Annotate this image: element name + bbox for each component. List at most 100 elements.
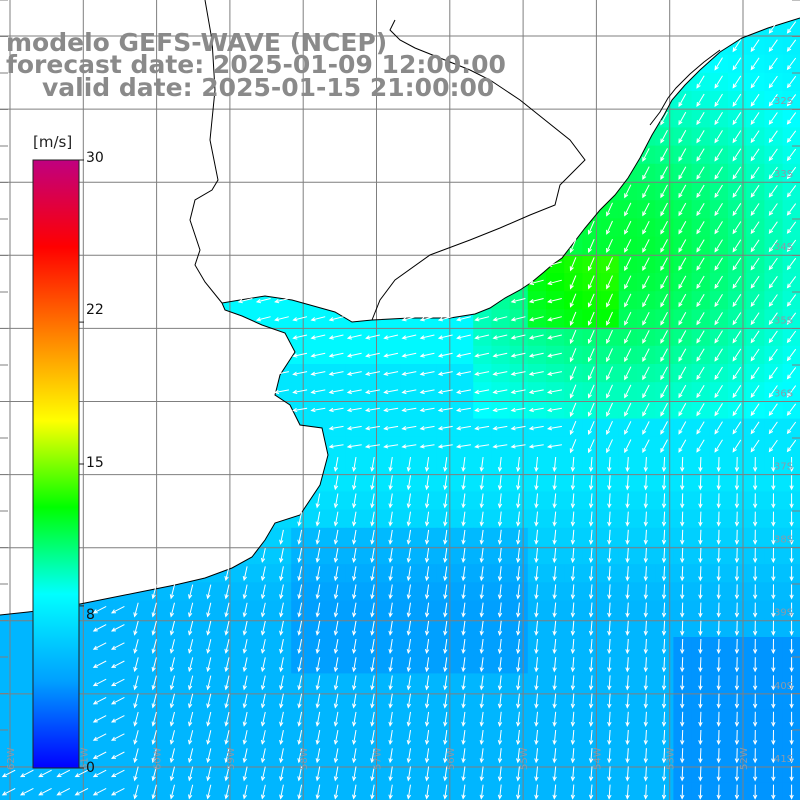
wind-cell bbox=[746, 36, 765, 56]
wind-cell bbox=[655, 382, 674, 401]
wind-cell bbox=[564, 273, 583, 292]
wind-cell bbox=[18, 728, 37, 747]
longitude-label: 53W bbox=[666, 747, 677, 770]
wind-cell bbox=[18, 691, 37, 711]
wind-cell bbox=[746, 236, 765, 256]
wind-cell bbox=[655, 345, 674, 365]
wind-cell bbox=[600, 236, 620, 256]
wind-cell bbox=[746, 436, 765, 456]
wind-cell bbox=[728, 91, 747, 110]
wind-cell bbox=[709, 109, 729, 128]
wind-cell bbox=[91, 691, 110, 711]
wind-cell bbox=[564, 309, 583, 329]
wind-cell bbox=[673, 200, 693, 219]
wind-cell bbox=[728, 72, 747, 92]
wind-cell bbox=[655, 327, 674, 347]
wind-cell bbox=[655, 163, 674, 183]
wind-cell bbox=[673, 254, 693, 274]
wind-cell bbox=[709, 345, 729, 365]
colorbar-tick-22: 22 bbox=[86, 302, 104, 318]
wind-cell bbox=[673, 218, 693, 238]
wind-cell bbox=[746, 327, 765, 347]
wind-cell bbox=[655, 273, 674, 292]
wind-cell bbox=[691, 145, 711, 165]
wind-cell bbox=[637, 254, 656, 274]
wind-cell bbox=[709, 218, 729, 238]
wind-cell bbox=[764, 345, 784, 365]
wind-cell bbox=[709, 364, 729, 383]
wind-cell bbox=[564, 254, 583, 274]
wind-cell bbox=[709, 273, 729, 292]
wind-cell bbox=[91, 728, 110, 747]
wind-cell bbox=[582, 436, 602, 456]
wind-cell bbox=[691, 163, 711, 183]
wind-cell bbox=[582, 273, 602, 292]
wind-cell bbox=[564, 327, 583, 347]
wind-cell bbox=[564, 418, 583, 438]
latitude-label: 40S bbox=[774, 681, 793, 692]
wind-cell bbox=[746, 273, 765, 292]
wind-cell bbox=[673, 345, 693, 365]
wind-cell bbox=[600, 291, 620, 310]
wind-cell bbox=[691, 345, 711, 365]
wind-cell bbox=[691, 273, 711, 292]
wind-cell bbox=[764, 218, 784, 238]
wind-cell bbox=[637, 163, 656, 183]
wind-cell bbox=[91, 673, 110, 693]
wind-cell bbox=[746, 309, 765, 329]
wind-cell bbox=[109, 746, 128, 765]
wind-cell bbox=[746, 382, 765, 401]
longitude-label: 56W bbox=[446, 747, 457, 770]
longitude-label: 59W bbox=[226, 747, 237, 770]
wind-cell bbox=[600, 218, 620, 238]
wind-cell bbox=[764, 327, 784, 347]
wind-cell bbox=[673, 91, 693, 110]
wind-cell bbox=[618, 418, 638, 438]
wind-cell bbox=[637, 345, 656, 365]
wind-cell bbox=[0, 637, 19, 656]
wind-cell bbox=[0, 655, 19, 674]
wind-cell bbox=[637, 364, 656, 383]
wind-cell bbox=[673, 236, 693, 256]
wind-cell bbox=[691, 127, 711, 147]
wind-cell bbox=[691, 91, 711, 110]
wind-cell bbox=[709, 382, 729, 401]
wind-cell bbox=[691, 218, 711, 238]
wind-cell bbox=[728, 400, 747, 420]
longitude-label: 52W bbox=[739, 747, 750, 770]
wind-cell bbox=[709, 254, 729, 274]
wind-cell bbox=[637, 400, 656, 420]
colorbar-tick-0: 0 bbox=[86, 760, 95, 776]
wind-cell bbox=[618, 236, 638, 256]
wind-cell bbox=[637, 382, 656, 401]
wind-cell bbox=[673, 400, 693, 420]
wind-cell bbox=[564, 400, 583, 420]
wind-cell bbox=[709, 163, 729, 183]
wind-cell bbox=[746, 163, 765, 183]
wind-cell bbox=[764, 72, 784, 92]
wind-cell bbox=[764, 145, 784, 165]
wind-cell bbox=[691, 364, 711, 383]
wind-cell bbox=[746, 72, 765, 92]
colorbar bbox=[32, 159, 84, 769]
wind-cell bbox=[709, 418, 729, 438]
wind-cell bbox=[709, 127, 729, 147]
wind-cell bbox=[109, 691, 128, 711]
wind-cell bbox=[728, 109, 747, 128]
wind-cell bbox=[691, 327, 711, 347]
wind-cell bbox=[764, 291, 784, 310]
wind-cell bbox=[582, 345, 602, 365]
wind-cell bbox=[18, 655, 37, 674]
wind-cell bbox=[564, 436, 583, 456]
wind-cell bbox=[18, 637, 37, 656]
wind-cell bbox=[582, 236, 602, 256]
wind-cell bbox=[709, 54, 729, 74]
wind-cell bbox=[728, 236, 747, 256]
wind-cell bbox=[728, 291, 747, 310]
wind-cell bbox=[764, 200, 784, 219]
wind-cell bbox=[109, 600, 128, 620]
wind-cell bbox=[0, 673, 19, 693]
wind-cell bbox=[618, 382, 638, 401]
wind-cell bbox=[691, 109, 711, 128]
wind-cell bbox=[91, 655, 110, 674]
